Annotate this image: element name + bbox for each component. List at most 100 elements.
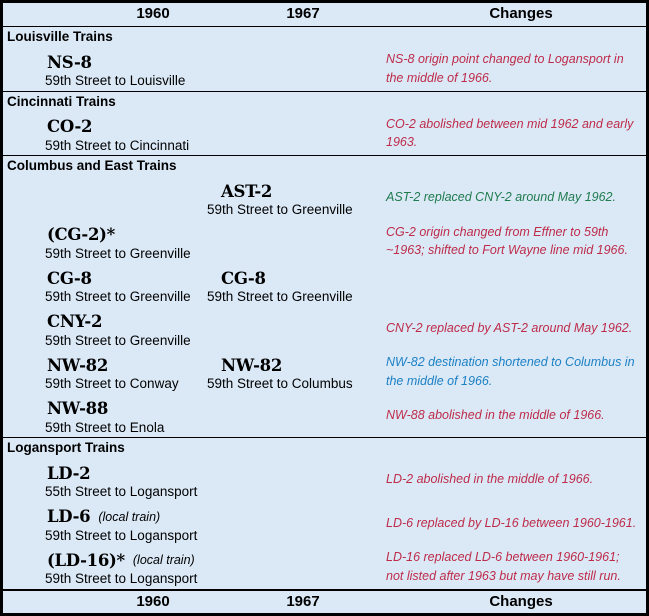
change-note: NW-82 destination shortened to Columbus … (386, 355, 635, 388)
change-note: NS-8 origin point changed to Logansport … (386, 52, 624, 85)
section-title: Cincinnati Trains (7, 93, 116, 109)
train-name: LD-6 (47, 507, 91, 526)
train-name: CNY-2 (47, 312, 103, 331)
train-name-line: NW-88 (3, 394, 205, 418)
cell-1960: CO-2 59th Street to Cincinnati (3, 112, 205, 156)
cell-1967 (205, 394, 383, 438)
train-name: NS-8 (47, 52, 92, 72)
cell-1960: CG-8 59th Street to Greenville (3, 263, 205, 307)
cell-1960 (3, 176, 205, 220)
cell-1967 (205, 220, 383, 264)
train-name-line: CG-8 (205, 263, 383, 287)
cell-1960: LD-6 (local train) 59th Street to Logans… (3, 502, 205, 546)
change-note: LD-2 abolished in the middle of 1966. (386, 472, 594, 487)
table-footer-row: 1960 1967 Changes (3, 589, 646, 614)
sections: Louisville Trains NS-8 59th Street to Lo… (3, 27, 646, 590)
cell-1960: NS-8 59th Street to Louisville (3, 47, 205, 91)
section-rows: NS-8 59th Street to Louisville NS-8 orig… (3, 47, 646, 91)
section-title: Columbus and East Trains (7, 158, 177, 173)
train-section: Louisville Trains NS-8 59th Street to Lo… (3, 27, 646, 92)
cell-1960: (CG-2)* 59th Street to Greenville (3, 220, 205, 264)
train-name-line: CNY-2 (3, 307, 205, 331)
footer-1967: 1967 (286, 592, 320, 610)
table-row: NS-8 59th Street to Louisville NS-8 orig… (3, 47, 646, 91)
train-route: 59th Street to Logansport (45, 527, 198, 543)
cell-changes: CNY-2 replaced by AST-2 around May 1962. (383, 307, 646, 351)
train-route: 59th Street to Greenville (207, 289, 353, 304)
cell-changes: LD-6 replaced by LD-16 between 1960-1961… (383, 502, 646, 546)
train-note: (local train) (132, 553, 195, 568)
train-name: NW-82 (221, 355, 283, 375)
table-row: NW-82 59th Street to Conway NW-82 59th S… (3, 350, 646, 394)
train-name-line: CG-8 (3, 263, 205, 287)
cell-1967: AST-2 59th Street to Greenville (205, 176, 383, 220)
change-note: CG-2 origin changed from Effner to 59th … (386, 224, 628, 258)
train-note: (local train) (98, 509, 161, 524)
train-route: 59th Street to Logansport (45, 571, 198, 586)
cell-1960: CNY-2 59th Street to Greenville (3, 307, 205, 351)
train-route: 59th Street to Enola (45, 419, 165, 435)
cell-1967: NW-82 59th Street to Columbus (205, 350, 383, 394)
section-rows: AST-2 59th Street to Greenville AST-2 re… (3, 176, 646, 437)
train-name-line: CO-2 (3, 112, 205, 136)
cell-1967 (205, 545, 383, 589)
cell-changes (383, 263, 646, 307)
train-route: 55th Street to Logansport (45, 484, 198, 499)
train-route: 59th Street to Columbus (207, 376, 353, 391)
train-name: (LD-16)* (47, 550, 125, 570)
train-route: 59th Street to Greenville (207, 202, 353, 217)
change-note: AST-2 replaced CNY-2 around May 1962. (386, 190, 616, 205)
cell-changes: AST-2 replaced CNY-2 around May 1962. (383, 176, 646, 220)
header-1967: 1967 (286, 5, 320, 22)
train-name-line: LD-6 (local train) (3, 502, 205, 526)
train-name: AST-2 (221, 181, 273, 201)
train-name: NW-88 (47, 399, 109, 418)
change-note: LD-6 replaced by LD-16 between 1960-1961… (386, 515, 637, 530)
change-note: NW-88 abolished in the middle of 1966. (386, 407, 605, 422)
footer-changes: Changes (489, 592, 553, 610)
train-name: CO-2 (47, 117, 93, 136)
train-name-line: LD-2 (3, 458, 205, 482)
cell-1960: NW-88 59th Street to Enola (3, 394, 205, 438)
table-row: NW-88 59th Street to Enola NW-88 abolish… (3, 394, 646, 438)
table-row: (CG-2)* 59th Street to Greenville CG-2 o… (3, 220, 646, 264)
train-route: 59th Street to Greenville (45, 332, 191, 348)
table-row: LD-2 55th Street to Logansport LD-2 abol… (3, 458, 646, 502)
train-route: 59th Street to Conway (45, 376, 179, 391)
section-title: Louisville Trains (7, 29, 113, 44)
cell-1967 (205, 502, 383, 546)
cell-changes: CO-2 abolished between mid 1962 and earl… (383, 112, 646, 156)
train-name-line: (CG-2)* (3, 220, 205, 244)
train-section: Logansport Trains LD-2 55th Street to Lo… (3, 438, 646, 590)
table-row: CG-8 59th Street to Greenville CG-8 59th… (3, 263, 646, 307)
cell-1967 (205, 47, 383, 91)
table-row: CO-2 59th Street to Cincinnati CO-2 abol… (3, 112, 646, 156)
train-name: (CG-2)* (47, 225, 116, 244)
table-row: CNY-2 59th Street to Greenville CNY-2 re… (3, 307, 646, 351)
cell-changes: NS-8 origin point changed to Logansport … (383, 47, 646, 91)
cell-changes: LD-16 replaced LD-6 between 1960-1961; n… (383, 545, 646, 589)
header-changes: Changes (489, 5, 553, 22)
train-name-line: NW-82 (3, 350, 205, 374)
cell-1967 (205, 307, 383, 351)
change-note: LD-16 replaced LD-6 between 1960-1961; n… (386, 550, 621, 583)
train-name-line: AST-2 (205, 176, 383, 200)
cell-changes: CG-2 origin changed from Effner to 59th … (383, 220, 646, 264)
header-1960: 1960 (136, 5, 170, 22)
train-route: 59th Street to Louisville (45, 73, 186, 88)
cell-1960: NW-82 59th Street to Conway (3, 350, 205, 394)
train-name: NW-82 (47, 355, 109, 375)
train-name: CG-8 (47, 268, 92, 288)
train-route: 59th Street to Greenville (45, 245, 191, 261)
train-name: LD-2 (47, 463, 91, 483)
cell-changes: NW-82 destination shortened to Columbus … (383, 350, 646, 394)
cell-changes: NW-88 abolished in the middle of 1966. (383, 394, 646, 438)
table-row: (LD-16)* (local train) 59th Street to Lo… (3, 545, 646, 589)
train-name-line: NW-82 (205, 350, 383, 374)
change-note: CO-2 abolished between mid 1962 and earl… (386, 116, 634, 150)
footer-1960: 1960 (136, 592, 170, 610)
train-name-line: (LD-16)* (local train) (3, 545, 205, 569)
cell-1960: (LD-16)* (local train) 59th Street to Lo… (3, 545, 205, 589)
train-section: Columbus and East Trains AST-2 59th Stre… (3, 156, 646, 438)
